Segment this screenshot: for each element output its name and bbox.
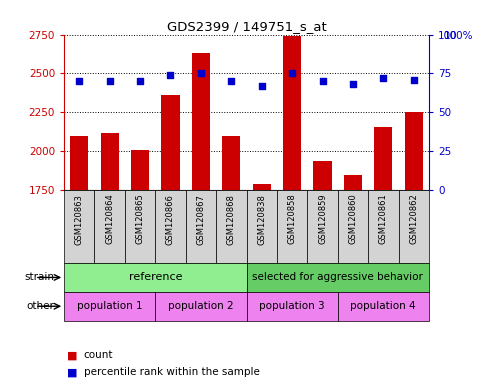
- Point: [106, 78, 113, 84]
- Bar: [398, 190, 429, 263]
- Bar: [192, 53, 210, 190]
- Bar: [125, 190, 155, 263]
- Bar: [64, 292, 155, 321]
- Bar: [155, 190, 186, 263]
- Bar: [64, 190, 95, 263]
- Text: count: count: [84, 350, 113, 360]
- Point: [167, 72, 175, 78]
- Bar: [405, 112, 423, 190]
- Bar: [374, 127, 392, 190]
- Text: population 1: population 1: [77, 301, 142, 311]
- Text: GSM120865: GSM120865: [136, 194, 144, 245]
- Text: GSM120867: GSM120867: [196, 194, 206, 245]
- Point: [288, 70, 296, 76]
- Text: GSM120838: GSM120838: [257, 194, 266, 245]
- Bar: [283, 36, 301, 190]
- Text: other: other: [26, 301, 54, 311]
- Text: GSM120861: GSM120861: [379, 194, 388, 245]
- Bar: [131, 151, 149, 190]
- Text: reference: reference: [129, 272, 182, 283]
- Text: GSM120866: GSM120866: [166, 194, 175, 245]
- Text: GSM120864: GSM120864: [105, 194, 114, 245]
- Text: selected for aggressive behavior: selected for aggressive behavior: [252, 272, 423, 283]
- Bar: [252, 184, 271, 190]
- Point: [227, 78, 235, 84]
- Bar: [246, 190, 277, 263]
- Point: [75, 78, 83, 84]
- Bar: [95, 190, 125, 263]
- Bar: [368, 190, 398, 263]
- Text: strain: strain: [24, 272, 54, 283]
- Point: [380, 75, 387, 81]
- Point: [197, 70, 205, 76]
- Text: population 2: population 2: [168, 301, 234, 311]
- Text: GSM120858: GSM120858: [287, 194, 297, 245]
- Bar: [186, 190, 216, 263]
- Text: GSM120863: GSM120863: [75, 194, 84, 245]
- Y-axis label: 100%: 100%: [443, 31, 473, 41]
- Bar: [216, 190, 246, 263]
- Bar: [222, 136, 241, 190]
- Text: ■: ■: [67, 350, 77, 360]
- Bar: [70, 136, 88, 190]
- Bar: [64, 263, 246, 292]
- Bar: [314, 161, 332, 190]
- Bar: [344, 174, 362, 190]
- Point: [410, 76, 418, 83]
- Bar: [277, 190, 307, 263]
- Text: population 4: population 4: [351, 301, 416, 311]
- Text: GSM120860: GSM120860: [349, 194, 357, 245]
- Bar: [101, 132, 119, 190]
- Bar: [338, 292, 429, 321]
- Bar: [338, 190, 368, 263]
- Text: ■: ■: [67, 367, 77, 377]
- Text: GSM120862: GSM120862: [409, 194, 418, 245]
- Bar: [307, 190, 338, 263]
- Point: [318, 78, 326, 84]
- Bar: [246, 292, 338, 321]
- Title: GDS2399 / 149751_s_at: GDS2399 / 149751_s_at: [167, 20, 326, 33]
- Bar: [246, 263, 429, 292]
- Point: [258, 83, 266, 89]
- Text: percentile rank within the sample: percentile rank within the sample: [84, 367, 260, 377]
- Text: population 3: population 3: [259, 301, 325, 311]
- Text: GSM120859: GSM120859: [318, 194, 327, 244]
- Point: [136, 78, 144, 84]
- Text: GSM120868: GSM120868: [227, 194, 236, 245]
- Point: [349, 81, 357, 88]
- Bar: [155, 292, 246, 321]
- Bar: [161, 95, 179, 190]
